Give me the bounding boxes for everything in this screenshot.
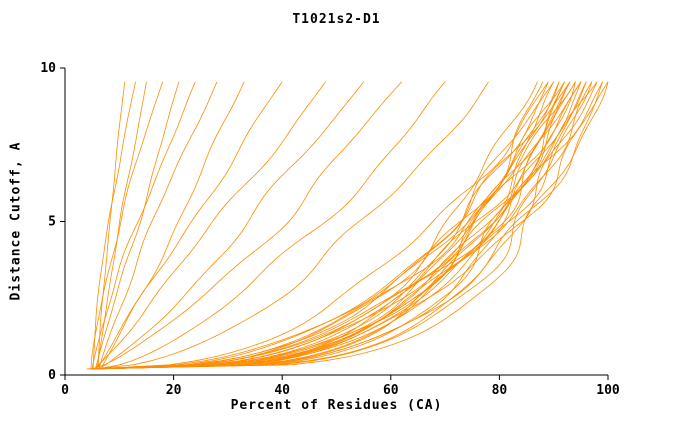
model-curve [98,81,218,369]
model-curve [94,81,326,370]
model-curve [89,81,576,370]
model-curve [92,81,402,370]
model-curve [92,81,555,370]
model-curve [92,81,582,370]
model-curve [100,81,538,370]
y-tick-label: 0 [48,368,56,383]
model-curve [86,81,609,370]
model-curve [95,81,180,370]
model-curve [98,81,365,370]
x-tick-label: 40 [274,383,290,398]
model-curve [92,81,609,370]
model-curve [88,81,582,370]
model-curve [95,81,555,370]
model-curve [95,81,582,370]
model-curve [92,81,136,369]
y-tick-label: 10 [40,61,56,76]
x-tick-label: 80 [492,383,508,398]
model-curve [94,81,598,370]
model-curve [89,81,603,370]
x-tick-label: 60 [383,383,399,398]
model-curve [90,81,164,369]
model-curve [91,81,565,370]
model-curve [97,81,603,370]
x-axis-label: Percent of Residues (CA) [230,398,443,413]
model-curve [97,81,565,370]
model-curve [99,81,560,370]
model-curve [96,81,571,370]
model-curve [100,81,549,370]
model-curve [90,81,571,370]
y-axis-label: Distance Cutoff, A [8,141,24,301]
y-tick-label: 5 [48,215,56,230]
model-curve [93,81,549,370]
model-curve [100,81,283,370]
model-curve [97,81,446,370]
model-curve [98,81,587,370]
model-curve [91,81,598,370]
model-curve [94,81,489,370]
x-tick-label: 20 [166,383,182,398]
model-curve [96,81,544,370]
model-curve [96,81,245,370]
chart-title: T1021s2-D1 [292,12,381,27]
model-curve [97,81,126,369]
model-curve [93,81,576,370]
x-tick-label: 0 [61,383,69,398]
model-curve [93,81,593,370]
x-tick-label: 100 [596,383,620,398]
model-curve [96,81,147,369]
